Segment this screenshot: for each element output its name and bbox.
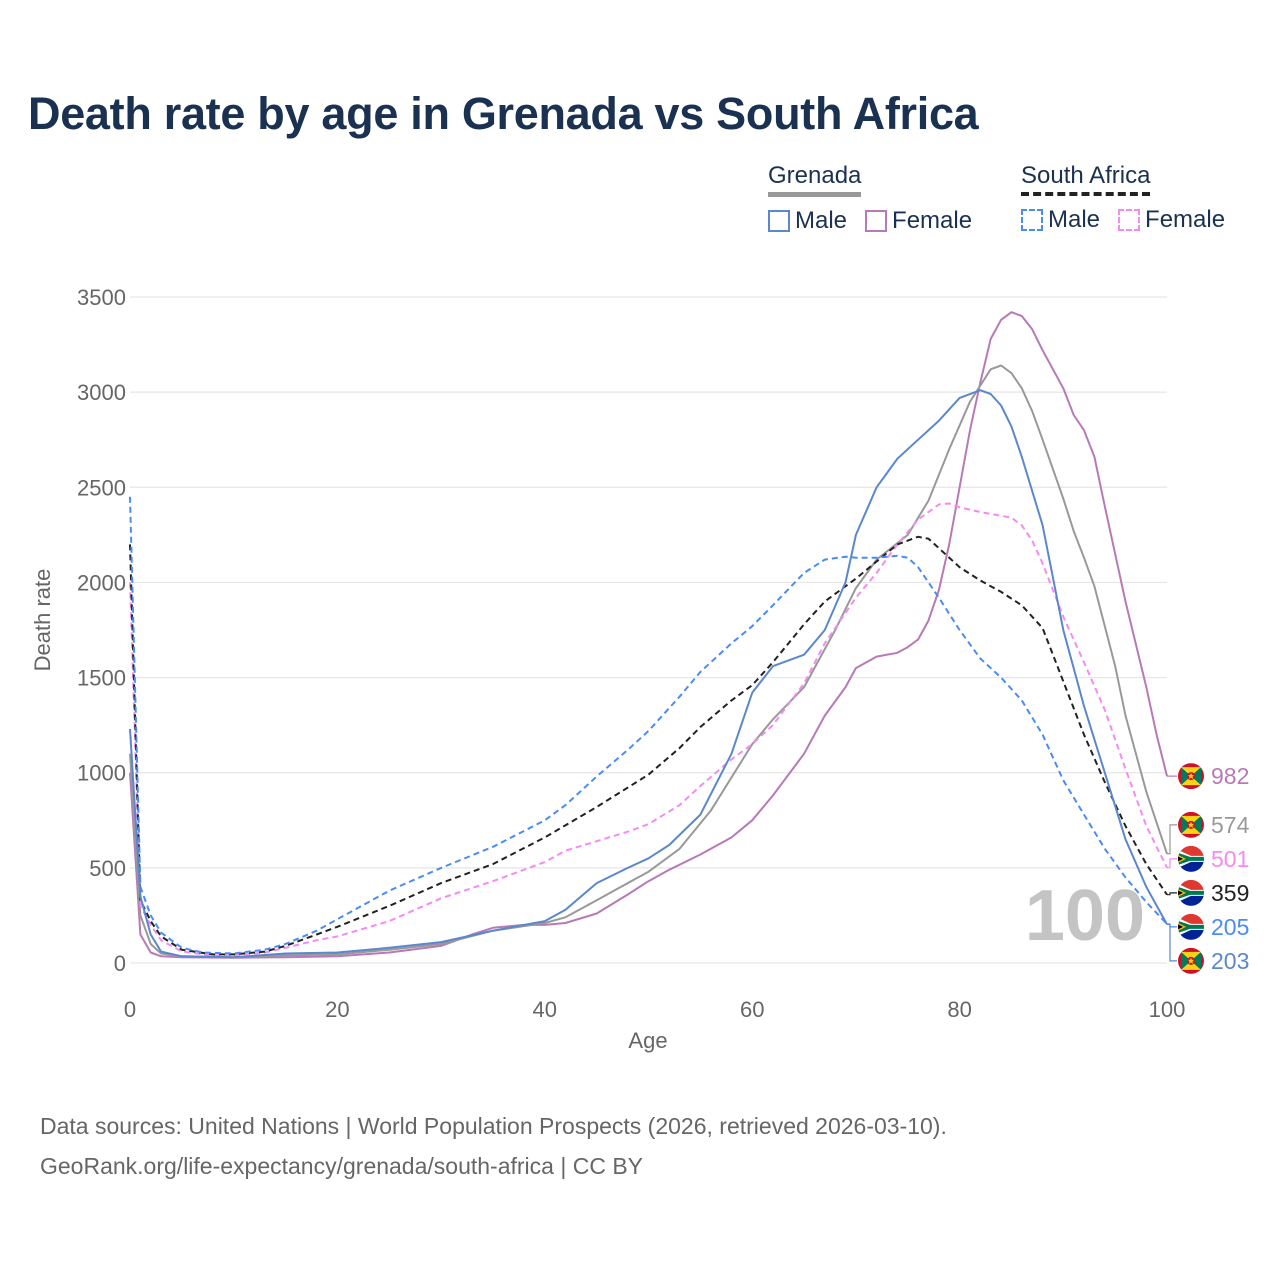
end-label-south-africa-female: 501 <box>1167 845 1249 872</box>
legend-group-south-africa: South Africa Male Female <box>1021 162 1225 234</box>
x-tick-label: 40 <box>533 997 557 1022</box>
south-africa-flag-icon <box>1178 845 1204 872</box>
grenada-flag-icon <box>1178 947 1204 974</box>
y-tick-label: 2000 <box>77 570 126 595</box>
y-axis-label: Death rate <box>30 569 55 672</box>
y-tick-label: 2500 <box>77 475 126 500</box>
end-value-label: 359 <box>1211 880 1249 906</box>
legend-label: Female <box>1145 206 1226 233</box>
legend-swatch <box>1118 209 1141 231</box>
series-line-south-africa-male[interactable] <box>129 496 1168 955</box>
label-connector <box>1167 824 1177 855</box>
y-tick-label: 500 <box>89 856 126 881</box>
footer: Data sources: United Nations | World Pop… <box>40 1106 947 1186</box>
x-tick-label: 80 <box>947 997 971 1022</box>
grenada-flag-icon <box>1178 811 1204 838</box>
legend-item-south-africa-female[interactable]: Female <box>1118 206 1225 234</box>
end-label-south-africa-male: 205 <box>1167 913 1249 940</box>
legend-item-grenada-male[interactable]: Male <box>768 207 847 235</box>
grenada-flag-icon <box>1178 763 1204 790</box>
south-africa-flag-icon <box>1178 913 1204 940</box>
y-tick-label: 1000 <box>77 761 126 786</box>
series-line-south-africa-total[interactable] <box>129 535 1168 956</box>
series-line-south-africa-female[interactable] <box>129 502 1168 957</box>
end-value-label: 982 <box>1211 763 1249 789</box>
label-connector <box>1167 923 1177 962</box>
y-tick-label: 0 <box>114 951 126 976</box>
x-tick-label: 0 <box>124 997 136 1022</box>
legend-item-grenada-female[interactable]: Female <box>865 207 972 235</box>
end-value-label: 501 <box>1211 846 1249 872</box>
y-tick-label: 3000 <box>77 380 126 405</box>
legend-swatch <box>768 210 790 232</box>
south-africa-flag-icon <box>1178 879 1204 906</box>
x-tick-label: 20 <box>325 997 349 1022</box>
end-label-grenada-female: 982 <box>1167 763 1249 790</box>
legend-swatch <box>1021 209 1043 231</box>
series-line-grenada-female[interactable] <box>129 311 1168 959</box>
end-label-grenada-male: 203 <box>1167 923 1249 974</box>
x-tick-label: 100 <box>1149 997 1186 1022</box>
end-label-grenada-total: 574 <box>1167 811 1250 855</box>
legend-item-south-africa-male[interactable]: Male <box>1021 206 1100 234</box>
series-line-grenada-male[interactable] <box>129 389 1168 959</box>
legend-swatch <box>865 210 888 232</box>
legend-group-title: South Africa <box>1021 162 1151 196</box>
x-tick-label: 60 <box>740 997 764 1022</box>
end-value-label: 203 <box>1211 948 1249 974</box>
data-source-note: Data sources: United Nations | World Pop… <box>40 1113 947 1139</box>
chart-title: Death rate by age in Grenada vs South Af… <box>28 88 979 139</box>
legend-label: Male <box>795 207 848 234</box>
label-connector <box>1167 892 1177 896</box>
end-value-label: 205 <box>1211 914 1249 940</box>
legend-label: Female <box>892 207 973 234</box>
legend-group-grenada: Grenada Male Female <box>768 162 972 235</box>
end-value-label: 574 <box>1211 812 1250 838</box>
source-link[interactable]: GeoRank.org/life-expectancy/grenada/sout… <box>40 1153 643 1179</box>
series-line-grenada-total[interactable] <box>129 364 1168 959</box>
y-tick-label: 1500 <box>77 666 126 691</box>
label-connector <box>1167 858 1177 869</box>
age-indicator: 100 <box>1025 876 1145 956</box>
y-tick-label: 3500 <box>77 285 126 310</box>
legend-group-title: Grenada <box>768 162 862 197</box>
x-axis-label: Age <box>628 1028 667 1053</box>
end-label-south-africa-total: 359 <box>1167 879 1249 906</box>
legend-label: Male <box>1048 206 1101 233</box>
